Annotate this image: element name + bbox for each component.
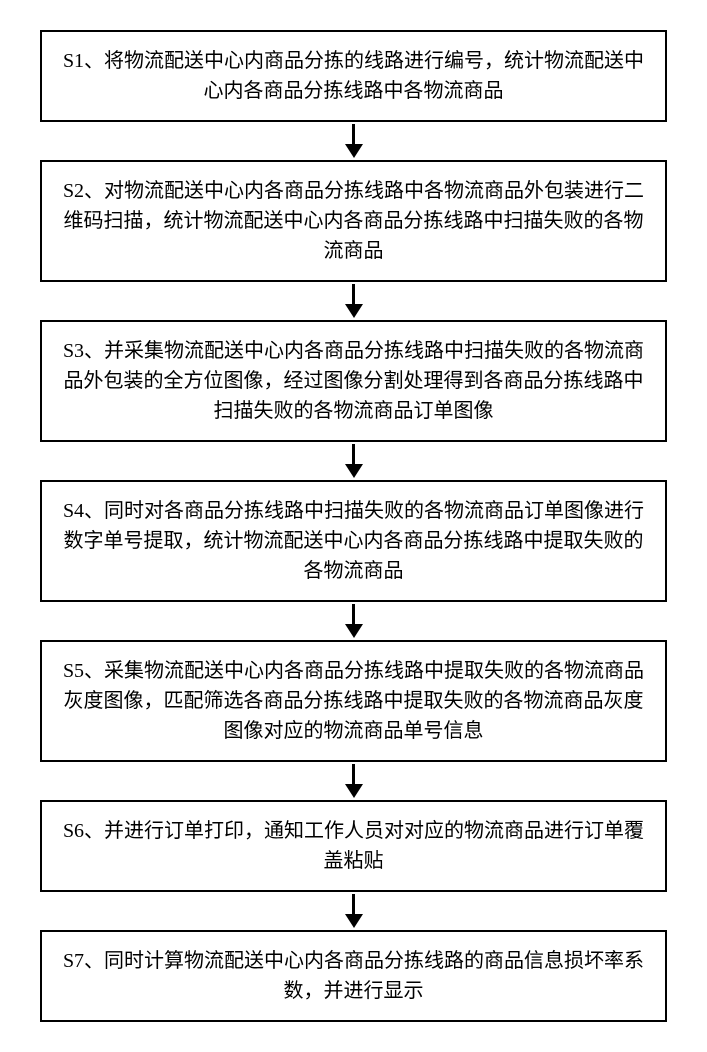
step-text: S5、采集物流配送中心内各商品分拣线路中提取失败的各物流商品灰度图像，匹配筛选各… (63, 660, 644, 742)
step-s3: S3、并采集物流配送中心内各商品分拣线路中扫描失败的各物流商品外包装的全方位图像… (40, 320, 667, 442)
arrow-icon (345, 284, 363, 318)
step-text: S2、对物流配送中心内各商品分拣线路中各物流商品外包装进行二维码扫描，统计物流配… (63, 180, 644, 262)
arrow-line (352, 894, 355, 914)
arrow-icon (345, 894, 363, 928)
arrow-head (345, 624, 363, 638)
step-text: S4、同时对各商品分拣线路中扫描失败的各物流商品订单图像进行数字单号提取，统计物… (63, 500, 644, 582)
arrow-line (352, 604, 355, 624)
flowchart-container: S1、将物流配送中心内商品分拣的线路进行编号，统计物流配送中心内各商品分拣线路中… (40, 30, 667, 1022)
arrow-line (352, 444, 355, 464)
arrow-icon (345, 124, 363, 158)
step-s2: S2、对物流配送中心内各商品分拣线路中各物流商品外包装进行二维码扫描，统计物流配… (40, 160, 667, 282)
step-s1: S1、将物流配送中心内商品分拣的线路进行编号，统计物流配送中心内各商品分拣线路中… (40, 30, 667, 122)
step-text: S6、并进行订单打印，通知工作人员对对应的物流商品进行订单覆盖粘贴 (63, 820, 644, 872)
arrow-icon (345, 444, 363, 478)
step-s7: S7、同时计算物流配送中心内各商品分拣线路的商品信息损坏率系数，并进行显示 (40, 930, 667, 1022)
arrow-icon (345, 764, 363, 798)
step-s6: S6、并进行订单打印，通知工作人员对对应的物流商品进行订单覆盖粘贴 (40, 800, 667, 892)
arrow-line (352, 764, 355, 784)
step-text: S1、将物流配送中心内商品分拣的线路进行编号，统计物流配送中心内各商品分拣线路中… (63, 50, 644, 102)
step-text: S3、并采集物流配送中心内各商品分拣线路中扫描失败的各物流商品外包装的全方位图像… (63, 340, 644, 422)
arrow-head (345, 304, 363, 318)
arrow-head (345, 144, 363, 158)
arrow-icon (345, 604, 363, 638)
step-s4: S4、同时对各商品分拣线路中扫描失败的各物流商品订单图像进行数字单号提取，统计物… (40, 480, 667, 602)
arrow-head (345, 914, 363, 928)
step-text: S7、同时计算物流配送中心内各商品分拣线路的商品信息损坏率系数，并进行显示 (63, 950, 644, 1002)
arrow-line (352, 124, 355, 144)
step-s5: S5、采集物流配送中心内各商品分拣线路中提取失败的各物流商品灰度图像，匹配筛选各… (40, 640, 667, 762)
arrow-head (345, 784, 363, 798)
arrow-line (352, 284, 355, 304)
arrow-head (345, 464, 363, 478)
